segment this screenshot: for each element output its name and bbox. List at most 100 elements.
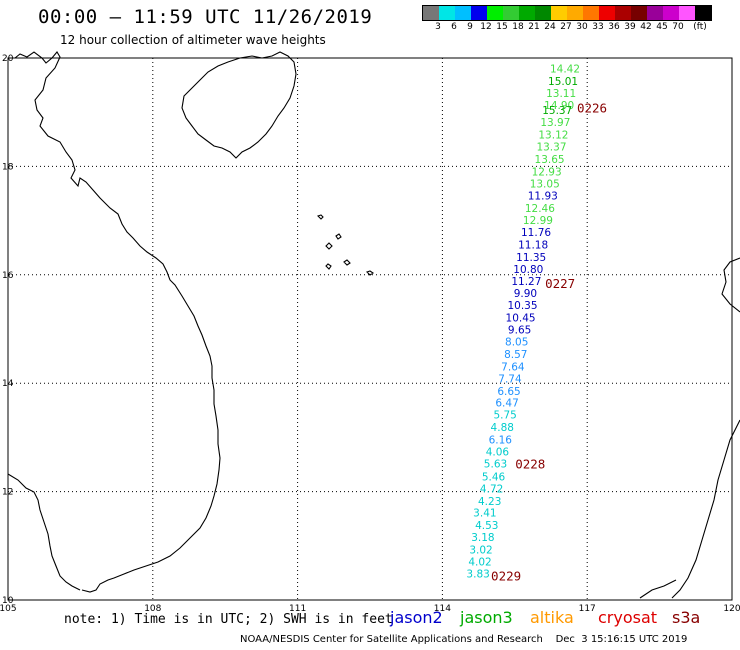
wave-height-value: 12.46 [525, 203, 555, 215]
wave-height-value: 14.90 [544, 100, 574, 112]
satellite-label: jason3 [460, 608, 513, 627]
legend-swatch [615, 6, 631, 20]
latitude-label: 14 [2, 379, 14, 389]
palawan-coast [671, 419, 740, 599]
satellite-label: altika [530, 608, 574, 627]
wave-height-value: 13.37 [536, 141, 566, 153]
page-title: 00:00 — 11:59 UTC 11/26/2019 [38, 6, 373, 28]
wave-height-value: 13.97 [540, 117, 570, 129]
wave-height-value: 12.99 [523, 215, 553, 227]
pass-time-label: 0228 [515, 456, 545, 471]
legend-swatch [519, 6, 535, 20]
longitude-label: 105 [0, 604, 17, 614]
legend-label: 18 [512, 22, 524, 32]
wave-height-value: 15.01 [548, 76, 578, 88]
legend-swatch [503, 6, 519, 20]
legend-label: 36 [608, 22, 620, 32]
latitude-label: 12 [2, 488, 13, 498]
legend-swatch [567, 6, 583, 20]
wave-height-value: 7.74 [498, 373, 522, 385]
latitude-label: 16 [2, 271, 14, 281]
legend-swatch [471, 6, 487, 20]
wave-height-value: 4.88 [491, 422, 514, 434]
wave-height-value: 5.46 [482, 471, 506, 483]
wave-height-value: 10.45 [506, 313, 536, 325]
legend-label: 45 [656, 22, 668, 32]
wave-height-value: 8.05 [505, 336, 528, 348]
legend-label: 21 [528, 22, 540, 32]
legend-swatch [583, 6, 599, 20]
wave-height-value: 13.05 [530, 179, 560, 191]
longitude-label: 120 [723, 604, 740, 614]
wave-height-value: 10.80 [513, 264, 543, 276]
latitude-label: 10 [2, 596, 14, 606]
borneo-coast [639, 579, 677, 599]
wave-height-value: 14.42 [550, 63, 580, 75]
longitude-label: 111 [289, 604, 306, 614]
pass-time-label: 0227 [545, 276, 575, 291]
legend-label: 6 [451, 22, 457, 32]
wave-height-value: 7.64 [501, 361, 525, 373]
longitude-label: 117 [579, 604, 596, 614]
coastline [7, 51, 740, 599]
wave-height-value: 4.06 [486, 446, 510, 458]
pass-time-label: 0226 [577, 100, 607, 115]
legend-swatch [551, 6, 567, 20]
wave-height-value: 3.83 [466, 568, 489, 580]
wave-height-value: 3.02 [469, 545, 492, 557]
legend-label: 12 [480, 22, 492, 32]
wave-height-value: 9.65 [508, 325, 531, 337]
vietnam-coastline [14, 51, 221, 593]
legend-swatch [455, 6, 471, 20]
legend-swatch [695, 6, 711, 20]
legend-swatch [663, 6, 679, 20]
wave-height-value: 5.75 [493, 410, 516, 422]
legend-label: 15 [496, 22, 508, 32]
legend-label: 27 [560, 22, 572, 32]
wave-height-value: 5.63 [484, 458, 507, 470]
wave-height-value: 6.47 [495, 398, 518, 410]
wave-height-value: 4.53 [475, 520, 498, 532]
legend-swatch [487, 6, 503, 20]
legend-label: 70 [672, 22, 684, 32]
legend-label: 42 [640, 22, 652, 32]
footer-note: note: 1) Time is in UTC; 2) SWH is in fe… [64, 612, 393, 627]
color-scale-legend [422, 5, 712, 21]
wave-height-value: 11.76 [521, 227, 551, 239]
legend-swatch [679, 6, 695, 20]
wave-height-value: 9.90 [514, 288, 537, 300]
longitude-label: 114 [434, 604, 451, 614]
wave-height-value: 4.72 [480, 483, 503, 495]
legend-swatch [423, 6, 439, 20]
longitude-label: 108 [144, 604, 161, 614]
latitude-label: 18 [2, 162, 14, 172]
legend-label: 3 [435, 22, 441, 32]
legend-swatch [439, 6, 455, 20]
altimeter-track: 14.4215.0113.1114.9015.3713.9713.1213.37… [466, 63, 607, 583]
wave-height-value: 4.02 [468, 557, 491, 569]
legend-swatch [647, 6, 663, 20]
satellite-label: cryosat [598, 608, 658, 627]
wave-height-value: 12.93 [532, 166, 562, 178]
wave-height-value: 3.18 [471, 532, 494, 544]
wave-height-value: 11.35 [516, 252, 546, 264]
pass-time-label: 0229 [491, 569, 521, 584]
legend-label: 30 [576, 22, 588, 32]
islet-paracel [316, 214, 374, 276]
philippines-coast [721, 257, 740, 313]
wave-height-value: 3.41 [473, 508, 496, 520]
legend-label: 39 [624, 22, 636, 32]
legend-swatch [535, 6, 551, 20]
wave-height-value: 4.23 [478, 496, 501, 508]
wave-height-value: 8.57 [504, 349, 527, 361]
island-coastline [181, 51, 297, 159]
page-subtitle: 12 hour collection of altimeter wave hei… [60, 33, 326, 47]
satellite-label: jason2 [390, 608, 443, 627]
wave-height-value: 15.37 [542, 105, 572, 117]
wave-height-value: 11.27 [511, 276, 541, 288]
wave-height-value: 6.16 [489, 435, 513, 447]
legend-label: (ft) [693, 22, 707, 32]
wave-height-value: 10.35 [507, 300, 537, 312]
